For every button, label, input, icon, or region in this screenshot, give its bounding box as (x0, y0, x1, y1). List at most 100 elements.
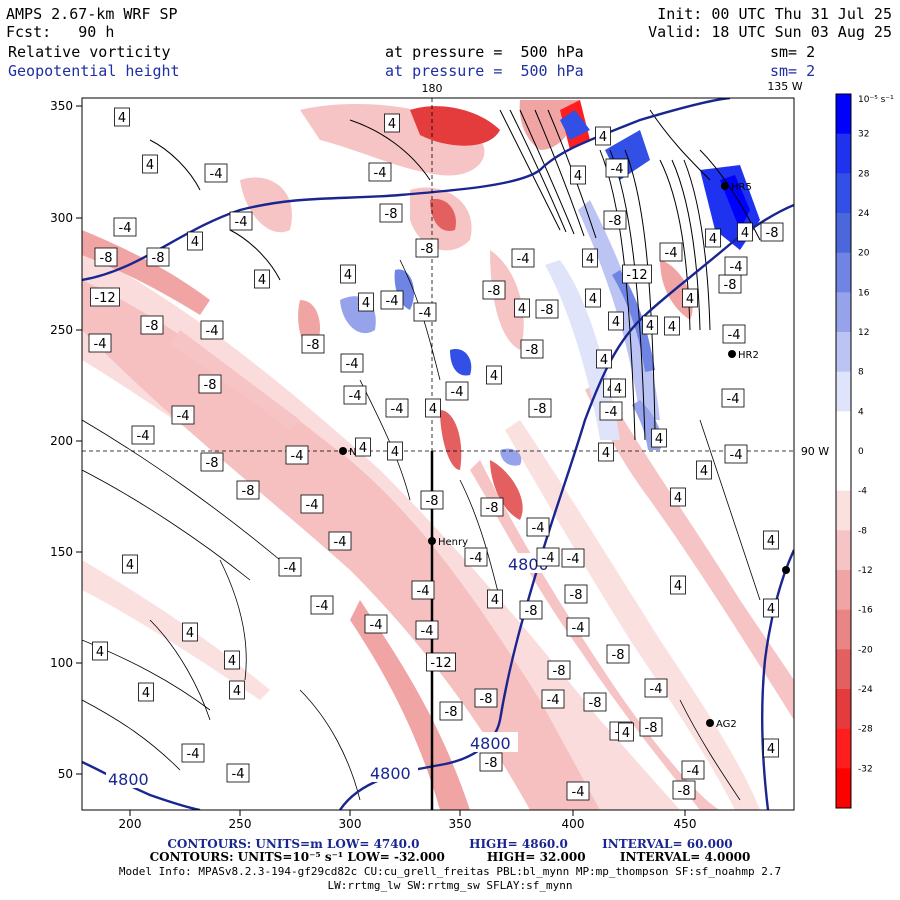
colorbar-ticks: 32 28 24 20 16 12 8 4 0 -4 -8 -12 -16 -20 -24 -28 -32 (858, 130, 873, 775)
contour-label-box (724, 256, 748, 276)
contour-label-box (413, 302, 437, 322)
contour-label: 4 (599, 130, 607, 145)
contour-label-box (511, 248, 535, 268)
contour-label-box (171, 405, 195, 425)
contour-label-box (606, 644, 630, 664)
contour-label-box (659, 242, 683, 262)
contour-label: 4 (700, 464, 708, 479)
colorbar: 10⁻⁵ s⁻¹ 32 28 24 20 16 12 8 4 0 -4 -8 -12 -16 -20 -24… (835, 93, 894, 809)
contour-label-box (564, 584, 588, 604)
contour-label: -8 (485, 756, 498, 771)
colorbar-tick-label: -16 (858, 606, 873, 616)
contour-label-box (618, 722, 634, 742)
contour-label-box (140, 315, 164, 335)
contour-label-box (426, 652, 456, 672)
contour-label: -8 (678, 784, 691, 799)
colorbar-cell (836, 133, 851, 174)
contour-label-box (721, 388, 745, 408)
contour-label-box (385, 398, 409, 418)
contour-label: 4 (233, 684, 241, 699)
contour-label-box (622, 264, 652, 284)
contour-label-box (561, 548, 585, 568)
colorbar-tick-label: 8 (858, 368, 864, 378)
colorbar-tick-label: -20 (858, 645, 873, 655)
contour-label: -4 (417, 584, 430, 599)
contour-label: 4 (118, 111, 126, 126)
contour-label-box (420, 490, 444, 510)
contour-label-box (514, 298, 530, 318)
contour-label-box (595, 126, 611, 146)
contour-label: 4 (191, 235, 199, 250)
contour-label-box (528, 398, 552, 418)
contour-label-box (763, 598, 779, 618)
contour-label: -4 (232, 767, 245, 782)
contour-label-box (682, 288, 698, 308)
contour-label: -8 (589, 696, 602, 711)
contour-label-box (670, 575, 686, 595)
contour-label: -4 (605, 405, 618, 420)
contour-label-box (131, 425, 155, 445)
contour-label-box (236, 480, 260, 500)
contour-label: -4 (665, 246, 678, 261)
contour-label-box (92, 641, 108, 661)
station-label: Henry (438, 537, 468, 548)
colorbar-cell (836, 451, 851, 492)
station-marker (721, 182, 729, 190)
contour-label: -4 (419, 306, 432, 321)
contour-label: 4 (228, 654, 236, 669)
contour-label: -4 (567, 552, 580, 567)
x-tick-label: 400 (562, 817, 585, 831)
field-name-vorticity: Relative vorticity (8, 43, 171, 61)
contour-label: 4 (668, 320, 676, 335)
contour-label: 4 (362, 296, 370, 311)
contour-label: 4 (741, 226, 749, 241)
footer-contours-vorticity: CONTOURS: UNITS=10⁻⁵ s⁻¹ LOW= -32.000 HI… (0, 851, 900, 864)
vorticity-band (82, 560, 270, 700)
contour-label-box (639, 717, 663, 737)
contour-label: 4 (126, 558, 134, 573)
contour-label-box (415, 620, 439, 640)
contour-label: -8 (307, 338, 320, 353)
field-name-height: Geopotential height (8, 62, 180, 80)
colorbar-cell (836, 173, 851, 214)
colorbar-tick-label: 32 (858, 130, 869, 140)
footer-height-units: CONTOURS: UNITS=m LOW= 4740.0 (167, 837, 420, 851)
station-label: AG2 (716, 719, 737, 730)
contour-label-box (94, 247, 118, 267)
contour-label: 4 (589, 292, 597, 307)
colorbar-cell (836, 490, 851, 531)
contour-label: -4 (727, 392, 740, 407)
contour-label-box (480, 497, 504, 517)
contour-label-box (200, 320, 224, 340)
contour-label: -8 (204, 378, 217, 393)
contour-label-box (479, 752, 503, 772)
contour-label: 4 (646, 319, 654, 334)
colorbar-tick-label: -12 (858, 566, 873, 576)
contour-label-box (541, 689, 565, 709)
contour-label-box (439, 701, 463, 721)
contour-label-box (547, 660, 571, 680)
contour-label: -8 (525, 604, 538, 619)
contour-label: -4 (572, 621, 585, 636)
footer-height-high: HIGH= 4860.0 (469, 837, 568, 851)
contour-label-box (670, 487, 686, 507)
contour-label: -4 (728, 328, 741, 343)
colorbar-tick-label: 16 (858, 288, 870, 298)
contour-label: -4 (374, 166, 387, 181)
contour-label-box (310, 595, 334, 615)
contour-label: -4 (611, 162, 624, 177)
colorbar-cell (836, 728, 851, 769)
contour-label: -4 (346, 357, 359, 372)
vorticity-streak (450, 349, 472, 376)
contour-label: 4 (600, 353, 608, 368)
colorbar-cell (836, 94, 851, 135)
contour-label-box (113, 217, 137, 237)
contour-label-box (763, 530, 779, 550)
colorbar-cell (836, 649, 851, 690)
y-tick-label: 350 (50, 99, 73, 113)
contour-label: 4 (258, 273, 266, 288)
vorticity-band (350, 600, 470, 810)
contour-label: -8 (486, 501, 499, 516)
contour-label: 4 (622, 726, 630, 741)
contour-label: -4 (542, 551, 555, 566)
